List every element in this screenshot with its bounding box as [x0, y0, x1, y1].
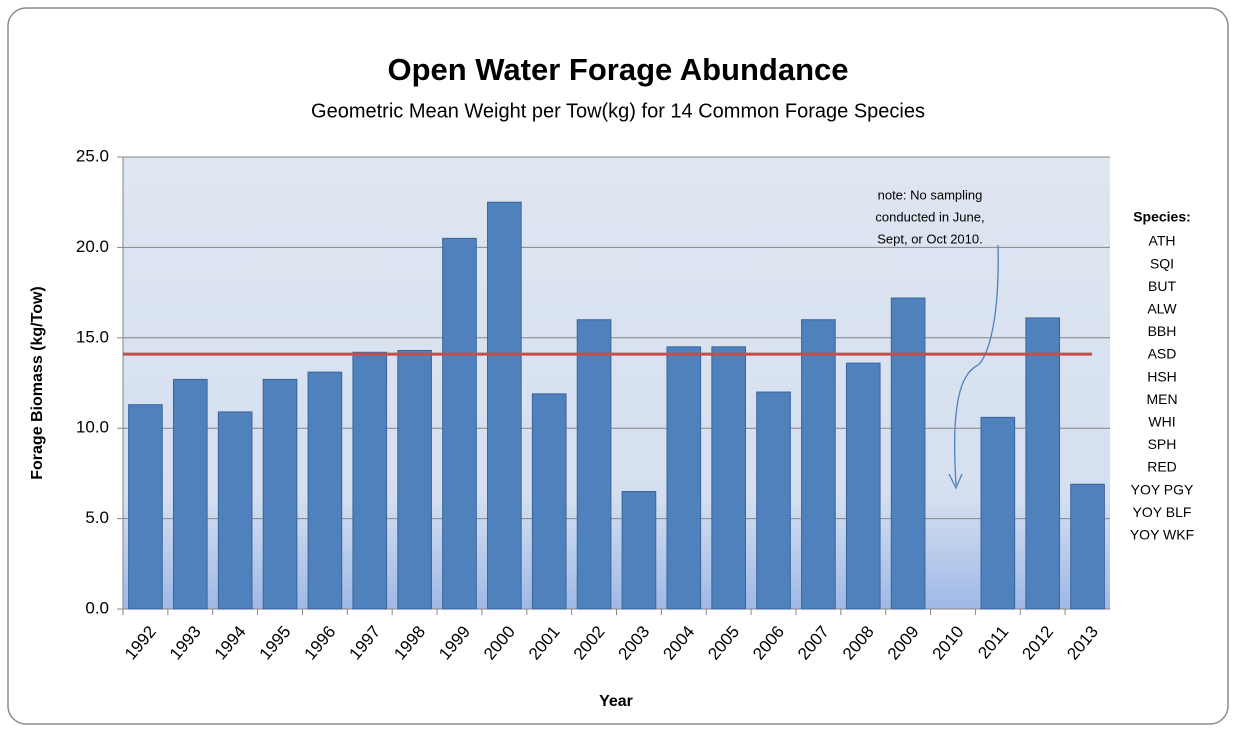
bar — [1025, 317, 1061, 610]
y-tick-label: 10.0 — [76, 418, 109, 437]
species-item: YOY PGY — [1131, 481, 1194, 497]
annotation: note: No sampling — [878, 187, 983, 202]
species-item: MEN — [1146, 391, 1177, 407]
bar — [890, 297, 926, 610]
bar — [980, 416, 1016, 610]
y-tick-label: 25.0 — [76, 146, 109, 165]
bar — [711, 346, 746, 610]
bar — [172, 378, 208, 610]
species-title: Species: — [1133, 209, 1191, 225]
bar — [128, 404, 163, 610]
species-item: WHI — [1148, 414, 1175, 430]
arrow-head — [948, 473, 963, 490]
bar — [352, 351, 388, 610]
bar — [487, 201, 522, 610]
bar — [845, 362, 881, 610]
species-item: YOY WKF — [1130, 527, 1194, 543]
bar — [531, 393, 567, 610]
species-item: ATH — [1149, 233, 1176, 249]
species-item: ALW — [1147, 301, 1177, 317]
species-item: BBH — [1148, 323, 1177, 339]
y-tick-label: 5.0 — [85, 508, 109, 527]
species-item: ASD — [1148, 346, 1177, 362]
species-item: SPH — [1148, 436, 1177, 452]
species-item: YOY BLF — [1133, 504, 1192, 520]
y-tick-label: 0.0 — [85, 598, 109, 617]
y-tick-label: 20.0 — [76, 237, 109, 256]
x-axis-label: Year — [599, 693, 633, 710]
bar — [217, 411, 253, 610]
chart-title: Open Water Forage Abundance — [387, 52, 848, 87]
chart-subtitle: Geometric Mean Weight per Tow(kg) for 14… — [311, 100, 925, 122]
bar — [262, 378, 298, 610]
bar — [397, 349, 432, 610]
bar — [442, 237, 477, 610]
bar — [621, 490, 657, 610]
bar — [801, 319, 836, 610]
species-item: BUT — [1148, 278, 1176, 294]
bar — [576, 319, 612, 610]
annotation: conducted in June, — [875, 209, 984, 224]
annotation: Sept, or Oct 2010. — [877, 231, 983, 246]
y-tick-label: 15.0 — [76, 327, 109, 346]
bar — [1070, 483, 1105, 610]
species-item: HSH — [1147, 368, 1177, 384]
annotation-arrow — [953, 244, 999, 486]
species-item: RED — [1147, 459, 1177, 475]
species-item: SQI — [1150, 255, 1174, 271]
bar — [756, 391, 791, 610]
y-axis-label: Forage Biomass (kg/Tow) — [29, 286, 46, 480]
bar — [307, 371, 343, 610]
bar — [666, 346, 702, 610]
